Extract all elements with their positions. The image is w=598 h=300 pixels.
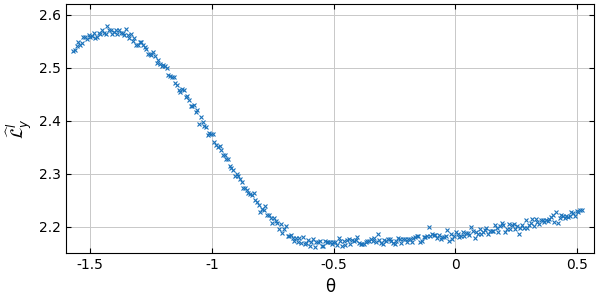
Y-axis label: $\widehat{\mathcal{L}}_y^l$: $\widehat{\mathcal{L}}_y^l$ bbox=[4, 118, 33, 139]
X-axis label: θ: θ bbox=[325, 278, 335, 296]
